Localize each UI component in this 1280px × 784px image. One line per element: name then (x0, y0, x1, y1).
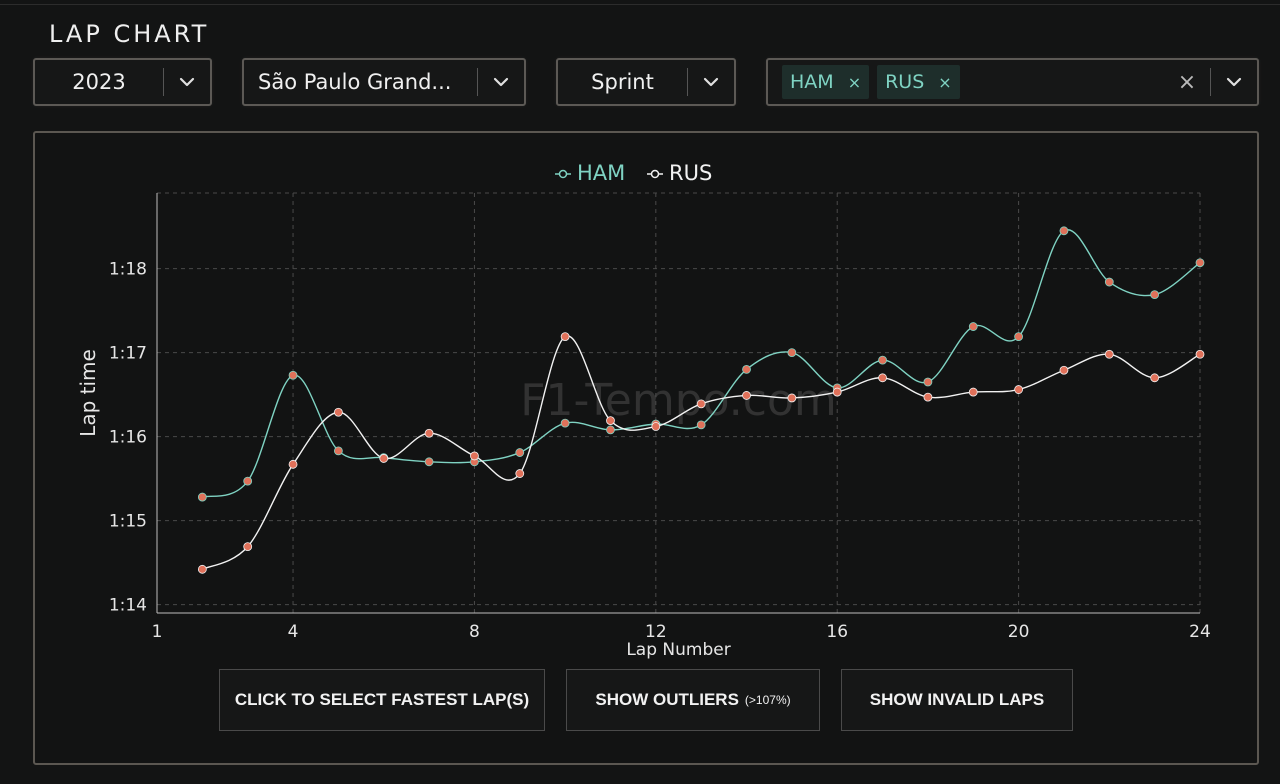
data-point-ham[interactable] (197, 492, 207, 502)
data-point-ham[interactable] (878, 355, 887, 365)
watermark-text: F1-Tempo.com (520, 375, 837, 426)
driver-select-separator (1210, 68, 1211, 96)
show-invalid-laps-button[interactable]: SHOW INVALID LAPS (841, 669, 1073, 731)
driver-tags: HAM × RUS × (768, 65, 1164, 99)
data-point-ham[interactable] (1059, 226, 1069, 236)
data-point-rus[interactable] (1059, 365, 1069, 375)
data-point-rus[interactable] (1104, 349, 1114, 359)
data-point-ham[interactable] (333, 446, 343, 456)
y-tick-label: 1:17 (109, 344, 147, 364)
legend-label-rus[interactable]: RUS (669, 161, 712, 185)
data-point-rus[interactable] (515, 469, 525, 478)
y-axis-title: Lap time (76, 349, 100, 437)
data-point-rus[interactable] (651, 422, 661, 431)
data-point-rus[interactable] (968, 387, 978, 397)
show-invalid-laps-label: SHOW INVALID LAPS (869, 690, 1045, 709)
data-point-rus[interactable] (333, 407, 343, 417)
data-point-rus[interactable] (470, 451, 479, 461)
data-point-rus[interactable] (560, 332, 570, 342)
data-point-ham[interactable] (1104, 277, 1114, 287)
data-point-rus[interactable] (1150, 373, 1160, 383)
data-point-ham[interactable] (424, 457, 434, 467)
top-divider (0, 4, 1280, 5)
driver-tag-label: RUS (885, 71, 925, 93)
y-tick-label: 1:18 (109, 260, 147, 280)
data-point-rus[interactable] (923, 392, 933, 402)
data-point-ham[interactable] (288, 370, 298, 380)
data-point-rus[interactable] (878, 373, 887, 383)
data-point-rus[interactable] (606, 416, 615, 426)
data-point-ham[interactable] (515, 448, 525, 457)
remove-tag-icon[interactable]: × (938, 72, 952, 92)
x-axis-title: Lap Number (626, 640, 730, 660)
data-point-rus[interactable] (1014, 385, 1024, 394)
data-point-ham[interactable] (1150, 290, 1160, 300)
data-point-ham[interactable] (787, 348, 797, 358)
show-outliers-button[interactable]: SHOW OUTLIERS (>107%) (566, 669, 820, 731)
data-point-rus[interactable] (832, 387, 842, 397)
year-select-separator (163, 68, 164, 96)
data-point-ham[interactable] (1195, 258, 1205, 268)
event-select-value: São Paulo Grand... (258, 70, 452, 94)
y-tick-label: 1:16 (109, 428, 147, 448)
select-fastest-laps-button[interactable]: CLICK TO SELECT FASTEST LAP(S) (219, 669, 545, 731)
session-select[interactable]: Sprint (556, 58, 736, 106)
driver-tag-label: HAM (790, 71, 834, 93)
data-point-ham[interactable] (696, 420, 706, 430)
show-outliers-label: SHOW OUTLIERS (595, 690, 739, 709)
x-tick-label: 20 (1008, 622, 1030, 642)
data-point-rus[interactable] (424, 428, 434, 438)
data-point-rus[interactable] (787, 393, 797, 403)
x-tick-label: 1 (152, 622, 163, 642)
x-tick-label: 16 (826, 622, 848, 642)
driver-multiselect[interactable]: HAM × RUS × × (766, 58, 1259, 106)
legend-swatch-marker (558, 169, 568, 179)
data-point-rus[interactable] (1195, 349, 1205, 359)
driver-tag-ham: HAM × (782, 65, 870, 99)
legend-swatch-marker (650, 169, 660, 179)
driver-tag-rus: RUS × (877, 65, 960, 99)
x-tick-label: 8 (469, 622, 480, 642)
data-point-rus[interactable] (288, 459, 298, 469)
x-tick-label: 12 (645, 622, 667, 642)
event-select[interactable]: São Paulo Grand... (242, 58, 526, 106)
chevron-down-icon[interactable] (688, 60, 734, 104)
year-select[interactable]: 2023 (33, 58, 212, 106)
data-point-ham[interactable] (923, 377, 933, 387)
data-point-ham[interactable] (606, 425, 615, 435)
chevron-down-icon[interactable] (164, 60, 210, 104)
chevron-down-icon[interactable] (1211, 60, 1257, 104)
x-tick-label: 4 (288, 622, 299, 642)
select-fastest-laps-label: CLICK TO SELECT FASTEST LAP(S) (234, 690, 530, 709)
data-point-rus[interactable] (379, 454, 389, 463)
data-point-rus[interactable] (742, 391, 751, 400)
data-point-ham[interactable] (560, 418, 570, 428)
y-tick-label: 1:14 (109, 596, 147, 616)
data-point-rus[interactable] (243, 542, 253, 552)
clear-all-icon[interactable]: × (1177, 69, 1197, 95)
remove-tag-icon[interactable]: × (847, 72, 862, 92)
series-line-rus (202, 335, 1201, 570)
series-line-ham (202, 229, 1201, 498)
data-point-ham[interactable] (1014, 332, 1024, 342)
chart-panel: F1-Tempo.com 1 4 8 12 16 20 24 1:14 1:15 1:16 1:17 1… (33, 131, 1259, 765)
y-tick-label: 1:15 (109, 512, 147, 532)
x-tick-label: 24 (1189, 622, 1211, 642)
data-point-ham[interactable] (243, 476, 253, 486)
page-title: LAP CHART (49, 20, 210, 48)
session-select-value: Sprint (591, 70, 654, 94)
data-point-rus[interactable] (197, 564, 207, 574)
data-point-ham[interactable] (742, 364, 751, 374)
year-select-value: 2023 (72, 70, 126, 94)
data-point-rus[interactable] (696, 399, 706, 409)
lap-chart: F1-Tempo.com 1 4 8 12 16 20 24 1:14 1:15 1:16 1:17 1… (76, 161, 1211, 660)
session-select-separator (687, 68, 688, 96)
data-point-ham[interactable] (968, 322, 978, 331)
event-select-separator (477, 68, 478, 96)
show-outliers-note: (>107%) (744, 693, 791, 707)
legend-label-ham[interactable]: HAM (577, 161, 625, 185)
chevron-down-icon[interactable] (478, 60, 524, 104)
